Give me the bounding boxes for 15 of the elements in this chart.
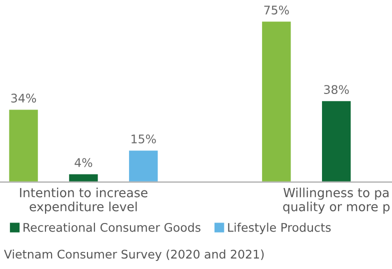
bar <box>68 172 100 182</box>
legend-label: Lifestyle Products <box>228 222 331 234</box>
bar <box>260 20 292 182</box>
data-label: 34% <box>11 94 36 103</box>
bar <box>128 149 160 182</box>
bar <box>8 108 40 182</box>
text: Vietnam Consumer Survey (2020 and 2021) <box>4 250 264 261</box>
legend-label: Recreational Consumer Goods <box>24 222 200 232</box>
data-label: 75% <box>264 6 289 14</box>
x-tick-label: Willingness to pa quality or more p <box>283 188 390 214</box>
bar <box>320 100 352 182</box>
x-tick-label: Intention to increase expenditure level <box>20 188 148 214</box>
data-label: 4% <box>74 158 92 168</box>
data-label: 38% <box>324 85 349 94</box>
data-label: 15% <box>132 134 156 144</box>
